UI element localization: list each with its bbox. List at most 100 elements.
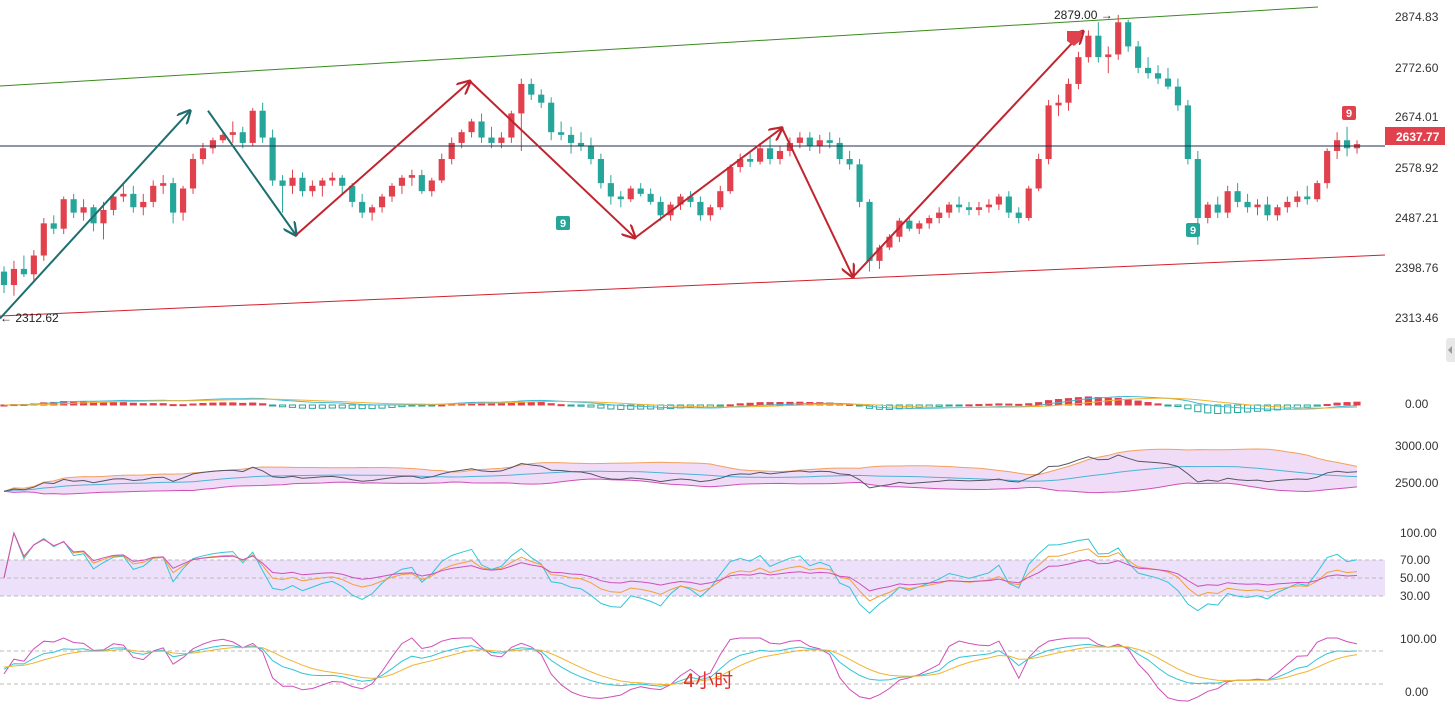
macd-bar xyxy=(288,404,297,408)
svg-text:9: 9 xyxy=(1190,225,1196,237)
price-tick: 2874.83 xyxy=(1395,10,1439,24)
macd-bar xyxy=(199,402,207,406)
price-pane: 2879.00 → ← 2312.62 9 9 9 2874.83 2772.6… xyxy=(0,6,1445,325)
candle xyxy=(508,110,515,143)
kdj-j-line xyxy=(3,637,1358,702)
candle xyxy=(1075,51,1082,90)
candle xyxy=(408,169,415,186)
macd-bar xyxy=(1184,404,1192,410)
macd-bar xyxy=(129,402,137,406)
lower-channel-line[interactable] xyxy=(0,254,1386,317)
candle xyxy=(329,172,336,186)
candle xyxy=(468,118,475,138)
price-tick: 2772.60 xyxy=(1395,61,1439,75)
candle xyxy=(1144,57,1152,79)
macd-bar xyxy=(587,404,595,408)
candle xyxy=(936,207,943,224)
candle xyxy=(269,129,276,186)
candle xyxy=(1095,22,1102,63)
candle xyxy=(776,145,784,165)
macd-bar xyxy=(895,404,903,410)
macd-bar xyxy=(995,403,1003,406)
rsi-mid-line xyxy=(3,531,1358,602)
candle xyxy=(975,201,983,216)
candle xyxy=(1164,67,1172,90)
macd-bar xyxy=(1134,400,1142,406)
candle xyxy=(647,188,654,205)
candle xyxy=(249,108,256,146)
macd-bar xyxy=(318,404,326,409)
macd-bar xyxy=(1154,403,1162,406)
candle xyxy=(727,164,734,194)
macd-bar xyxy=(119,402,127,406)
td-marker-3: 9 xyxy=(1342,106,1356,120)
candle xyxy=(946,201,953,218)
collapse-panel-handle[interactable] xyxy=(1446,338,1455,362)
candle xyxy=(836,137,843,165)
wave-arrow xyxy=(0,111,190,320)
wave-arrow xyxy=(207,110,296,235)
wave-arrow xyxy=(295,81,470,236)
candle xyxy=(985,199,992,213)
macd-signal-line xyxy=(3,397,1358,409)
macd-bar xyxy=(557,404,565,407)
macd-bar xyxy=(229,402,237,406)
candle xyxy=(518,78,525,151)
candle xyxy=(587,137,595,165)
macd-bar xyxy=(219,402,227,406)
macd-bar xyxy=(1194,404,1202,413)
svg-text:9: 9 xyxy=(560,218,566,230)
candle xyxy=(80,199,87,221)
macd-bar xyxy=(368,404,376,410)
candle xyxy=(1184,100,1191,165)
price-tick: 2398.76 xyxy=(1395,261,1439,275)
macd-bar xyxy=(1303,404,1311,408)
macd-bar xyxy=(1144,402,1152,406)
macd-bar xyxy=(209,402,217,406)
boll-lower-line xyxy=(3,478,1358,495)
candle xyxy=(1015,207,1022,224)
macd-bar xyxy=(269,404,277,407)
candle xyxy=(478,113,485,143)
candle xyxy=(1294,191,1301,208)
candle xyxy=(965,201,973,216)
macd-tick: 0.00 xyxy=(1405,397,1429,411)
candle xyxy=(10,260,18,296)
rsi-tick: 100.00 xyxy=(1400,526,1437,540)
macd-bar xyxy=(1005,403,1013,406)
boll-mid-line xyxy=(3,465,1358,492)
candle xyxy=(766,137,774,165)
candle xyxy=(0,266,8,294)
macd-bar xyxy=(348,404,356,409)
macd-bar xyxy=(189,403,197,406)
candle xyxy=(1264,196,1271,221)
candle xyxy=(717,185,724,210)
td-marker-2: 9 xyxy=(1186,223,1200,237)
candle xyxy=(179,185,187,221)
macd-bar xyxy=(378,404,386,409)
macd-bar xyxy=(398,404,406,408)
candle xyxy=(120,183,127,202)
macd-bar xyxy=(985,403,993,406)
candle xyxy=(239,126,246,149)
candle xyxy=(1244,193,1251,213)
td-marker-1: 9 xyxy=(556,216,570,230)
candle xyxy=(50,215,57,235)
candle xyxy=(428,177,435,197)
rsi-slow-line xyxy=(3,531,1358,592)
candle xyxy=(398,175,406,194)
candle xyxy=(955,196,963,213)
macd-bar xyxy=(338,404,346,409)
candle xyxy=(627,185,634,202)
upper-channel-line[interactable] xyxy=(0,6,1319,87)
candle xyxy=(846,150,853,170)
rsi-tick: 50.00 xyxy=(1400,571,1430,585)
macd-bar xyxy=(408,404,416,407)
macd-bar xyxy=(1124,398,1132,406)
macd-bar xyxy=(358,404,366,410)
candle xyxy=(100,201,107,240)
macd-bar xyxy=(308,404,316,409)
candle xyxy=(160,175,167,194)
candle xyxy=(697,196,704,221)
